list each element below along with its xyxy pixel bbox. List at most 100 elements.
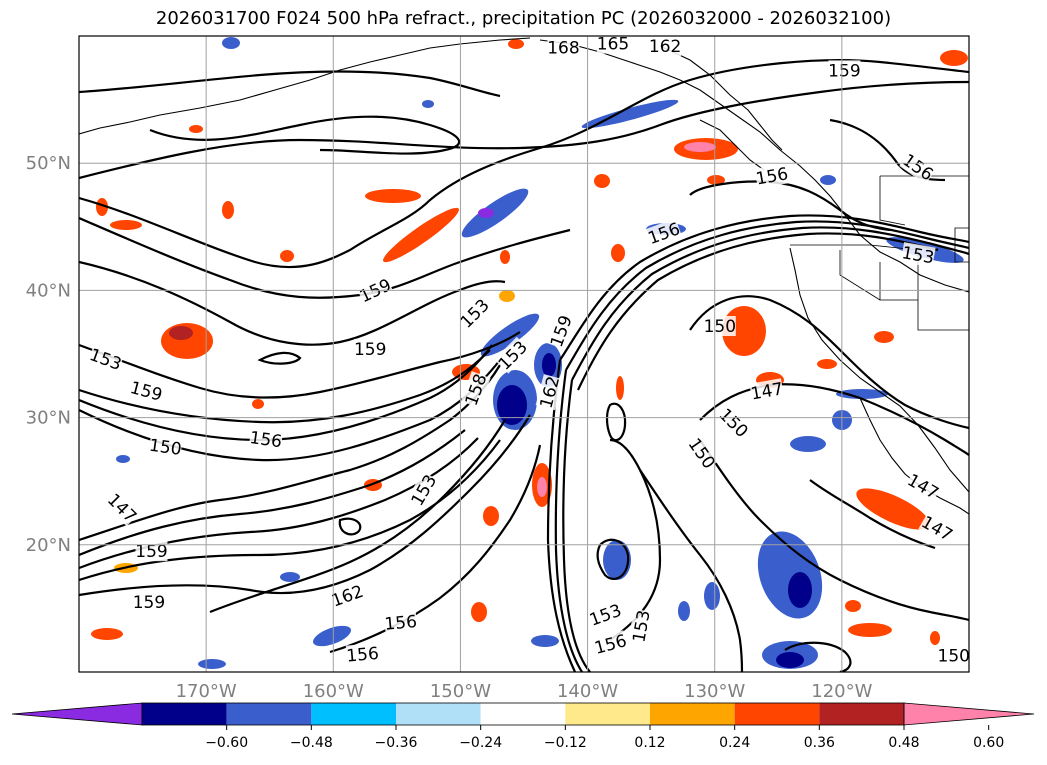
colorbar-segment	[650, 703, 735, 725]
colorbar-tick-label: −0.12	[544, 735, 587, 751]
colorbar-tick-label: 0.24	[719, 735, 750, 751]
contour-label: 162	[649, 36, 681, 57]
lat-label: 40°N	[26, 280, 71, 301]
colorbar-tick-label: 0.48	[888, 735, 919, 751]
precip-patch	[252, 399, 264, 409]
contour-label-text: 156	[384, 612, 418, 635]
lat-label: 50°N	[26, 153, 71, 174]
colorbar-tick-label: −0.48	[290, 735, 333, 751]
contour-label-text: 165	[597, 35, 629, 55]
precip-patch	[110, 220, 142, 230]
precip-patch	[542, 353, 556, 377]
contour-label: 156	[645, 218, 683, 249]
precip-patch	[280, 572, 300, 582]
precip-patch	[422, 100, 434, 108]
colorbar-segment	[142, 703, 227, 725]
contour-label: 150	[704, 316, 736, 337]
precip-patch	[930, 631, 940, 645]
precip-patch	[461, 188, 529, 238]
colorbar-extend-max	[903, 702, 1035, 726]
precip-patch	[508, 39, 524, 49]
contour-label-text: 150	[148, 436, 183, 460]
contour-label-text: 168	[547, 38, 579, 58]
precip-patch	[836, 389, 888, 399]
precip-patch	[817, 359, 837, 369]
contour-label-text: 156	[346, 644, 380, 667]
precip-patch	[96, 198, 108, 216]
map-title: 2026031700 F024 500 hPa refract., precip…	[155, 8, 892, 29]
contour-label: 165	[597, 35, 629, 55]
colorbar-segment	[734, 703, 820, 725]
lon-label: 160°W	[303, 681, 364, 702]
colorbar-tick-label: 0.60	[973, 735, 1004, 751]
precip-patch	[603, 540, 631, 580]
colorbar-segment	[396, 703, 481, 725]
precip-patch	[471, 602, 487, 622]
precip-patch	[790, 436, 826, 452]
contour-label-text: 159	[135, 542, 167, 562]
precip-patch	[537, 477, 547, 497]
contour-label-text: 159	[354, 340, 386, 360]
precip-patch	[611, 244, 625, 262]
precip-patch	[483, 506, 499, 526]
contour-label: 156	[248, 427, 283, 452]
contour-label: 156	[384, 611, 418, 635]
precip-patch	[531, 635, 559, 647]
contour-label: 150	[148, 434, 183, 460]
precip-patch	[704, 582, 720, 610]
precip-patch	[222, 201, 234, 219]
precip-patch	[776, 652, 804, 668]
contour-label-text: 150	[938, 646, 970, 666]
precip-patch	[383, 207, 459, 263]
precip-patch	[189, 125, 203, 133]
contour-label-text: 159	[828, 61, 860, 81]
lon-label: 170°W	[176, 681, 237, 702]
lon-label: 150°W	[430, 681, 491, 702]
colorbar-frame	[141, 702, 905, 726]
colorbar-segment	[565, 703, 650, 725]
colorbar-tick-label: 0.36	[804, 735, 835, 751]
precip-patch	[280, 250, 294, 262]
contour-label: 156	[592, 630, 629, 659]
precip-patch	[788, 572, 812, 608]
colorbar-tick-label: −0.36	[375, 735, 418, 751]
precip-patch	[365, 189, 421, 203]
plot-frame	[78, 35, 970, 673]
precip-patch	[116, 455, 130, 463]
precip-patch	[581, 99, 679, 129]
contour-label-text: 156	[248, 428, 283, 452]
contour-label: 159	[828, 60, 861, 81]
graticule	[79, 36, 969, 672]
contour-label: 159	[133, 592, 165, 613]
precip-patch	[313, 625, 351, 647]
precip-patch	[91, 628, 123, 640]
latitude-labels: 50°N 40°N 30°N 20°N	[26, 153, 71, 556]
precip-patch	[594, 174, 610, 188]
contour-label: 150	[938, 645, 970, 666]
precip-patch	[874, 331, 894, 343]
precip-patch	[616, 376, 624, 400]
colorbar-tick-label: −0.60	[205, 735, 248, 751]
contour-label: 159	[135, 541, 168, 562]
lon-label: 130°W	[684, 681, 745, 702]
precip-patch	[678, 601, 690, 621]
colorbar-segment	[819, 703, 904, 725]
colorbar-segment	[480, 703, 566, 725]
precip-patch	[940, 50, 968, 66]
precip-patch	[169, 326, 193, 340]
contour-label: 168	[547, 37, 580, 58]
precip-patch	[499, 290, 515, 302]
colorbar-segment	[311, 703, 396, 725]
contour-label-text: 162	[649, 37, 681, 57]
precip-patch	[848, 623, 892, 637]
precip-patch	[198, 659, 226, 669]
colorbar-tick-label: −0.24	[459, 735, 502, 751]
colorbar: −0.60 −0.48 −0.36 −0.24 −0.12 0.12 0.24 0.36 0.4…	[11, 702, 1035, 751]
colorbar-segment	[226, 703, 312, 725]
contour-label-text: 159	[133, 593, 165, 613]
contour-label: 153	[87, 344, 125, 375]
lon-label: 140°W	[557, 681, 618, 702]
lon-label: 120°W	[811, 681, 872, 702]
longitude-labels: 170°W 160°W 150°W 140°W 130°W 120°W	[176, 681, 873, 702]
